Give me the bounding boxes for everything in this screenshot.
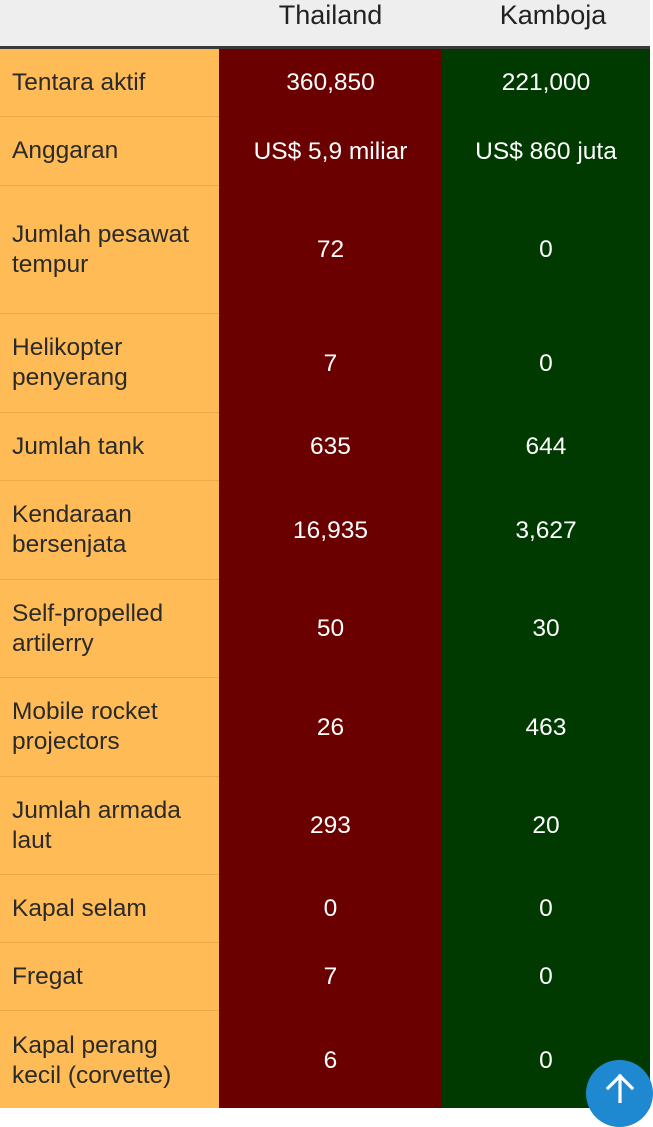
thailand-value: US$ 5,9 miliar [219,117,442,186]
kamboja-value-cell: 30 [442,580,650,678]
kamboja-value: 644 [525,433,567,460]
kamboja-value: 20 [532,812,560,839]
thailand-value: 635 [219,413,442,481]
kamboja-value-cell: 0 [442,314,650,413]
thailand-value: 293 [219,777,442,875]
table-header: Thailand Kamboja [0,0,650,49]
thailand-value: 0 [219,875,442,943]
thailand-value: 26 [219,678,442,777]
kamboja-value: 0 [539,349,553,377]
table-row: Anggaran US$ 5,9 miliar US$ 860 juta [0,117,650,186]
row-label: Anggaran [0,117,219,186]
row-label: Fregat [0,943,219,1011]
row-label: Jumlah armada laut [0,777,219,875]
table-row: Mobile rocket projectors 26 463 [0,678,650,777]
table-row: Helikopter penyerang 7 0 [0,314,650,413]
thailand-value: 6 [219,1011,442,1108]
table-row: Kapal selam 0 0 [0,875,650,943]
thailand-value: 50 [219,580,442,678]
table-row: Jumlah tank 635 644 [0,413,650,481]
table-row: Self-propelled artilerry 50 30 [0,580,650,678]
kamboja-value: 0 [539,236,553,263]
kamboja-value: 0 [539,1047,553,1074]
kamboja-value: 30 [532,615,560,642]
table-row: Tentara aktif 360,850 221,000 [0,49,650,117]
thailand-value: 16,935 [219,481,442,580]
kamboja-value: 221,000 [501,69,591,96]
arrow-up-icon [605,1060,635,1108]
row-label: Helikopter penyerang [0,314,219,413]
row-label: Mobile rocket projectors [0,678,219,777]
row-label: Kendaraan bersenjata [0,481,219,580]
kamboja-value: 0 [539,895,553,922]
row-label: Jumlah pesawat tempur [0,186,219,314]
comparison-table: Tentara aktif 360,850 221,000 Anggaran U… [0,49,650,1108]
kamboja-value-cell: 0 [442,875,650,943]
kamboja-value-cell: 20 [442,777,650,875]
kamboja-value-cell: 221,000 [442,49,650,117]
table-row: Fregat 7 0 [0,943,650,1011]
thailand-value: 360,850 [219,49,442,117]
thailand-value: 7 [219,943,442,1011]
kamboja-value-cell: 463 [442,678,650,777]
row-label: Kapal perang kecil (corvette) [0,1011,219,1108]
table-row: Kapal perang kecil (corvette) 6 0 [0,1011,650,1108]
scroll-to-top-button[interactable] [586,1060,653,1127]
row-label: Jumlah tank [0,413,219,481]
column-header-kamboja: Kamboja [499,0,607,30]
row-label: Self-propelled artilerry [0,580,219,678]
column-header-thailand: Thailand [278,0,383,30]
kamboja-value-cell: 644 [442,413,650,481]
kamboja-value: 0 [539,963,553,990]
kamboja-value-cell: 3,627 [442,481,650,580]
thailand-value: 7 [219,314,442,413]
table-row: Kendaraan bersenjata 16,935 3,627 [0,481,650,580]
thailand-value: 72 [219,186,442,314]
row-label: Tentara aktif [0,49,219,117]
kamboja-value-cell: 0 [442,943,650,1011]
kamboja-value-cell: 0 [442,186,650,314]
kamboja-value-cell: US$ 860 juta [442,117,650,186]
kamboja-value: 463 [525,713,567,741]
table-row: Jumlah pesawat tempur 72 0 [0,186,650,314]
table-row: Jumlah armada laut 293 20 [0,777,650,875]
row-label: Kapal selam [0,875,219,943]
kamboja-value: US$ 860 juta [475,137,617,165]
comparison-page: Thailand Kamboja Tentara aktif 360,850 2… [0,0,650,1108]
kamboja-value: 3,627 [515,516,577,544]
